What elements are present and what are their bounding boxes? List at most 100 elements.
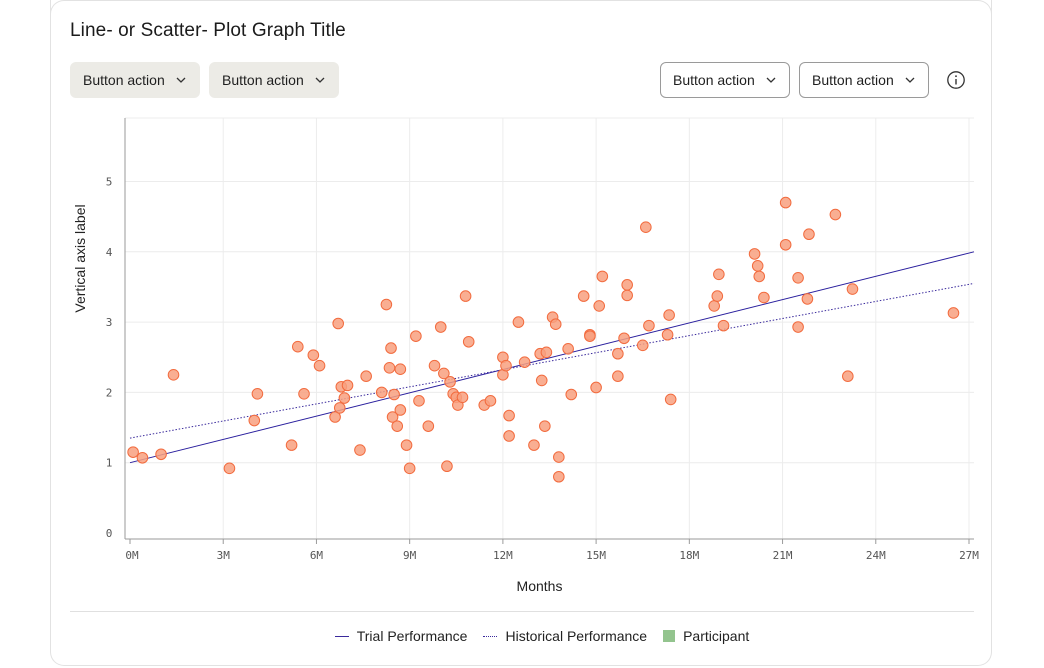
data-point: [422, 420, 435, 432]
x-tick-label: 3M: [217, 549, 231, 562]
dotted-line-swatch: [483, 635, 498, 637]
data-point: [248, 414, 261, 427]
data-point: [307, 349, 320, 361]
data-point: [584, 330, 596, 342]
y-tick-label: 2: [106, 386, 113, 399]
data-point: [640, 221, 652, 233]
data-point: [223, 462, 236, 475]
data-point: [540, 346, 553, 359]
chevron-down-icon: [905, 77, 915, 83]
x-tick-label: 9M: [403, 549, 417, 562]
data-point: [643, 319, 655, 332]
data-point: [621, 279, 633, 291]
x-tick-label: 15M: [586, 549, 606, 562]
data-point: [801, 293, 814, 305]
data-point: [717, 319, 730, 332]
x-tick-label: 6M: [310, 549, 324, 562]
y-tick-label: 0: [106, 527, 113, 540]
x-tick-label: 24M: [866, 549, 886, 562]
data-point: [503, 430, 515, 442]
legend-label: Historical Performance: [505, 628, 648, 644]
legend-label: Participant: [683, 628, 750, 644]
data-point: [292, 340, 304, 353]
data-point: [438, 367, 450, 380]
legend-item-participant: Participant: [663, 628, 749, 644]
x-tick-label: 21M: [773, 549, 793, 562]
x-tick-label: 27M: [959, 549, 979, 562]
data-point: [842, 370, 854, 383]
data-point: [565, 388, 578, 401]
chart-title: Line- or Scatter- Plot Graph Title: [70, 20, 346, 41]
data-point: [380, 298, 393, 311]
y-tick-labels: 0 1 2 3 4 5: [106, 176, 113, 541]
data-point: [664, 393, 677, 406]
chevron-down-icon: [176, 77, 186, 83]
data-point: [394, 404, 407, 416]
data-point: [753, 270, 766, 283]
data-point: [155, 448, 167, 461]
x-tick-labels: 0M 3M 6M 9M 12M 15M 18M 21M 24M 27M: [125, 549, 979, 562]
scatter-plot: 0M 3M 6M 9M 12M 15M 18M 21M 24M 27M 0 1 2 3 4 5 Months…: [72, 117, 979, 594]
data-point: [298, 388, 310, 400]
legend: Trial Performance Historical Performance…: [0, 628, 1044, 644]
data-point: [661, 328, 674, 341]
data-point: [434, 321, 447, 333]
data-point: [484, 395, 497, 407]
data-point: [792, 272, 804, 284]
data-point: [577, 290, 590, 302]
data-point: [636, 339, 649, 352]
data-point: [612, 347, 624, 360]
chevron-down-icon: [766, 77, 776, 83]
data-point: [779, 238, 792, 251]
button-action-2[interactable]: Button action: [209, 62, 339, 98]
data-point: [285, 439, 298, 451]
data-point: [593, 300, 606, 312]
x-axis-label: Months: [517, 578, 563, 594]
info-icon[interactable]: [946, 70, 966, 90]
data-point: [500, 359, 512, 372]
data-point: [444, 376, 456, 388]
data-point: [385, 342, 397, 354]
legend-label: Trial Performance: [356, 628, 468, 644]
data-point: [947, 307, 960, 319]
data-point: [459, 290, 472, 302]
data-points: [127, 196, 960, 483]
button-label: Button action: [673, 72, 755, 88]
data-point: [596, 270, 609, 283]
axes: [124, 118, 974, 544]
data-point: [413, 395, 425, 407]
y-tick-label: 1: [106, 457, 113, 470]
grid-lines: [125, 117, 974, 539]
data-point: [394, 363, 407, 376]
data-point: [503, 409, 515, 422]
data-point: [618, 332, 630, 345]
data-point: [386, 411, 399, 423]
data-point: [136, 451, 149, 464]
data-point: [341, 379, 354, 392]
data-point: [400, 439, 413, 451]
button-action-3[interactable]: Button action: [660, 62, 790, 98]
data-point: [708, 300, 720, 312]
data-point: [251, 388, 264, 400]
button-label: Button action: [83, 72, 165, 88]
data-point: [512, 316, 525, 328]
data-point: [333, 402, 346, 414]
y-tick-label: 5: [106, 176, 113, 189]
data-point: [338, 392, 351, 404]
data-point: [846, 283, 859, 295]
data-point: [663, 309, 675, 321]
data-point: [441, 460, 453, 473]
trend-lines: [129, 251, 975, 464]
data-point: [549, 318, 562, 331]
data-point: [711, 290, 724, 302]
data-point: [621, 289, 633, 302]
data-point: [518, 356, 531, 368]
solid-line-swatch: [334, 635, 349, 637]
button-action-4[interactable]: Button action: [799, 62, 929, 98]
button-action-1[interactable]: Button action: [70, 62, 200, 98]
data-point: [127, 446, 139, 458]
chart-card: [50, 0, 992, 666]
x-tick-label: 18M: [679, 549, 699, 562]
data-point: [829, 208, 842, 221]
data-point: [713, 268, 725, 281]
